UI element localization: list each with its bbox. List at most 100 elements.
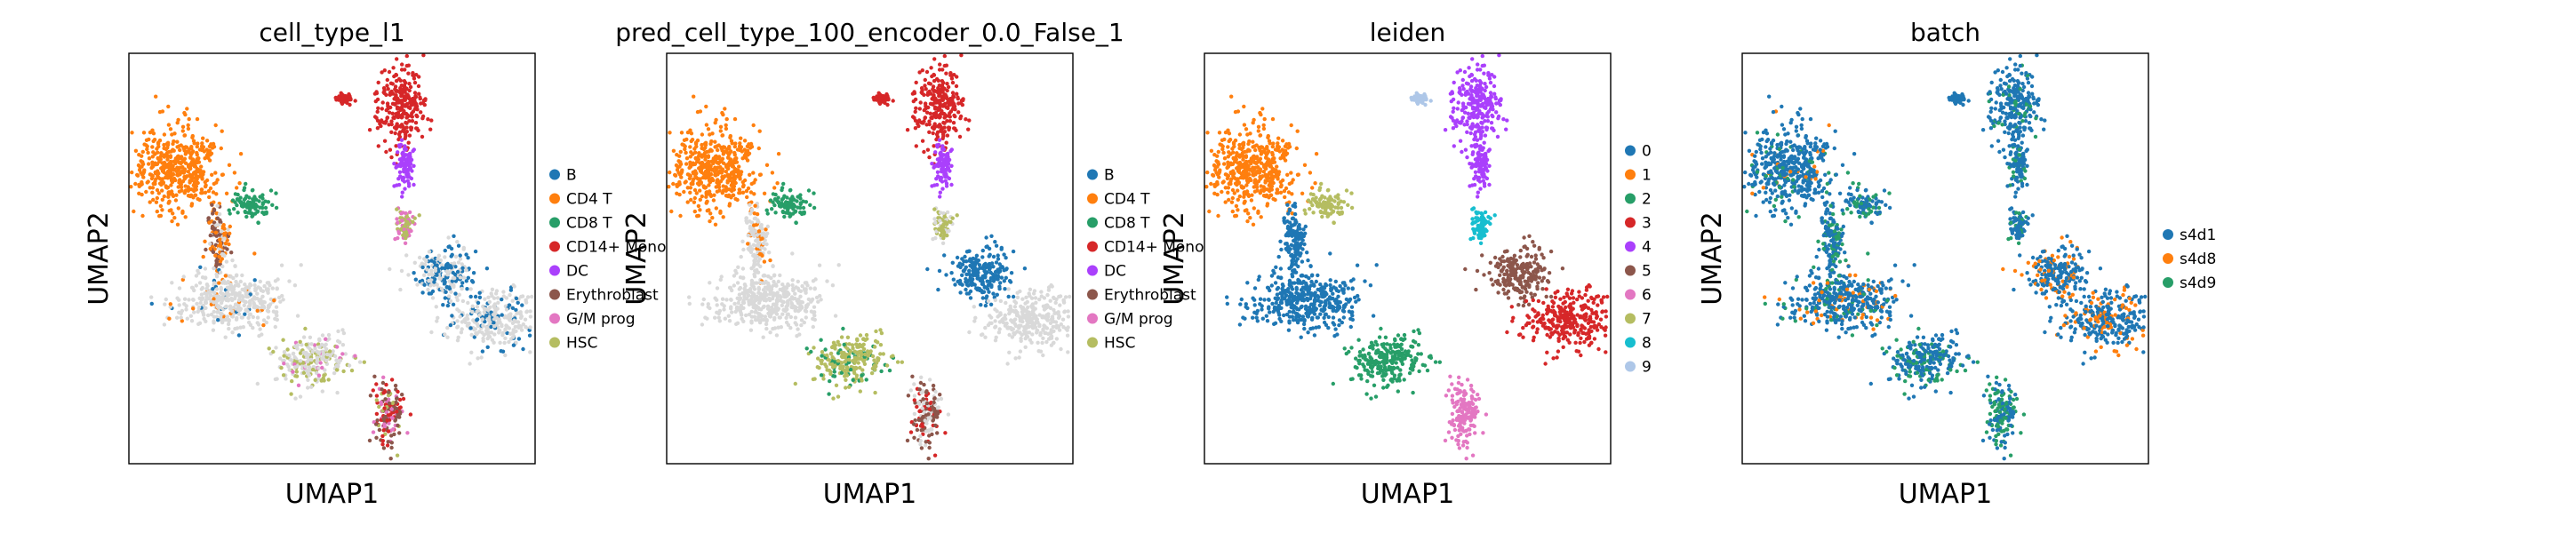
cell-point (487, 335, 492, 339)
cell-point (189, 319, 195, 323)
cell-point (289, 392, 293, 396)
cell-point (498, 320, 502, 324)
cell-point (945, 82, 949, 86)
cell-point (1042, 323, 1046, 328)
cell-point (218, 259, 223, 264)
cell-point (704, 104, 708, 109)
cell-point (230, 258, 235, 263)
cell-point (180, 188, 184, 193)
cell-point (411, 71, 415, 76)
cell-point (400, 190, 404, 195)
cell-point (913, 109, 917, 114)
cell-point (244, 194, 249, 198)
cell-point (756, 241, 761, 246)
cell-point (721, 215, 725, 219)
cell-point (516, 300, 520, 305)
cell-point (1028, 287, 1033, 291)
cell-point (441, 303, 445, 307)
cell-point (749, 319, 754, 323)
cell-point (761, 274, 765, 278)
cell-point (973, 315, 978, 320)
cell-point (309, 342, 314, 346)
cell-point (255, 315, 260, 320)
cell-point (258, 327, 262, 331)
cell-point (944, 140, 948, 145)
cell-point (198, 265, 203, 269)
cell-point (301, 335, 307, 339)
cell-point (458, 275, 463, 280)
cell-point (444, 290, 448, 294)
cell-point (774, 283, 779, 288)
cell-point (474, 332, 479, 337)
cell-point (1004, 275, 1009, 280)
cell-point (799, 322, 804, 328)
cell-point (203, 275, 208, 281)
cell-point (489, 330, 494, 335)
cell-point (779, 295, 783, 299)
cell-point (259, 297, 263, 302)
cell-point (184, 307, 188, 312)
cell-point (941, 230, 947, 235)
cell-point (407, 82, 412, 86)
cell-point (723, 316, 727, 321)
cell-point (382, 406, 387, 410)
cell-point (749, 181, 754, 187)
cell-point (225, 291, 230, 296)
cell-point (231, 275, 236, 281)
cell-point (726, 163, 731, 168)
cell-point (796, 195, 800, 199)
cell-point (280, 293, 284, 298)
cell-point (734, 160, 740, 164)
cell-point (847, 342, 852, 346)
cell-point (340, 352, 345, 356)
cell-point (476, 300, 481, 306)
cell-point (932, 217, 937, 221)
cell-point (266, 200, 271, 204)
cell-point (443, 248, 447, 253)
cell-point (166, 123, 172, 127)
cell-point (732, 170, 737, 174)
cell-point (492, 321, 496, 325)
cell-point (243, 299, 247, 304)
cell-point (861, 346, 867, 352)
cell-point (917, 387, 922, 392)
cell-point (696, 154, 701, 158)
cell-point (997, 327, 1002, 331)
cell-point (243, 209, 247, 214)
cell-point (1002, 268, 1006, 273)
cell-point (168, 305, 172, 309)
cell-point (940, 79, 945, 84)
legend-marker (549, 169, 560, 180)
cell-point (313, 378, 317, 382)
cell-point (677, 182, 682, 187)
cell-point (804, 281, 809, 285)
cell-point (335, 368, 340, 372)
cell-point (728, 135, 732, 139)
cell-point (914, 106, 918, 111)
cell-point (924, 429, 929, 434)
cell-point (961, 98, 965, 103)
cell-point (287, 353, 292, 358)
cell-point (942, 125, 947, 130)
cell-point (211, 328, 216, 332)
cell-point (213, 230, 219, 235)
cell-point (275, 286, 279, 290)
cell-point (764, 319, 769, 323)
cell-point (678, 213, 683, 219)
cell-point (740, 313, 744, 317)
cell-point (900, 360, 904, 364)
cell-point (481, 338, 485, 343)
cell-point (720, 297, 725, 301)
cell-point (1050, 318, 1054, 322)
cell-point (392, 432, 396, 437)
cell-point (692, 94, 696, 99)
cell-point (147, 162, 151, 166)
cell-point (162, 142, 166, 147)
cell-point (425, 267, 429, 272)
cell-point (927, 441, 932, 445)
cell-point (348, 102, 352, 107)
cell-point (770, 207, 774, 211)
cell-point (748, 190, 754, 195)
cell-point (918, 442, 923, 447)
cell-point (243, 312, 247, 316)
